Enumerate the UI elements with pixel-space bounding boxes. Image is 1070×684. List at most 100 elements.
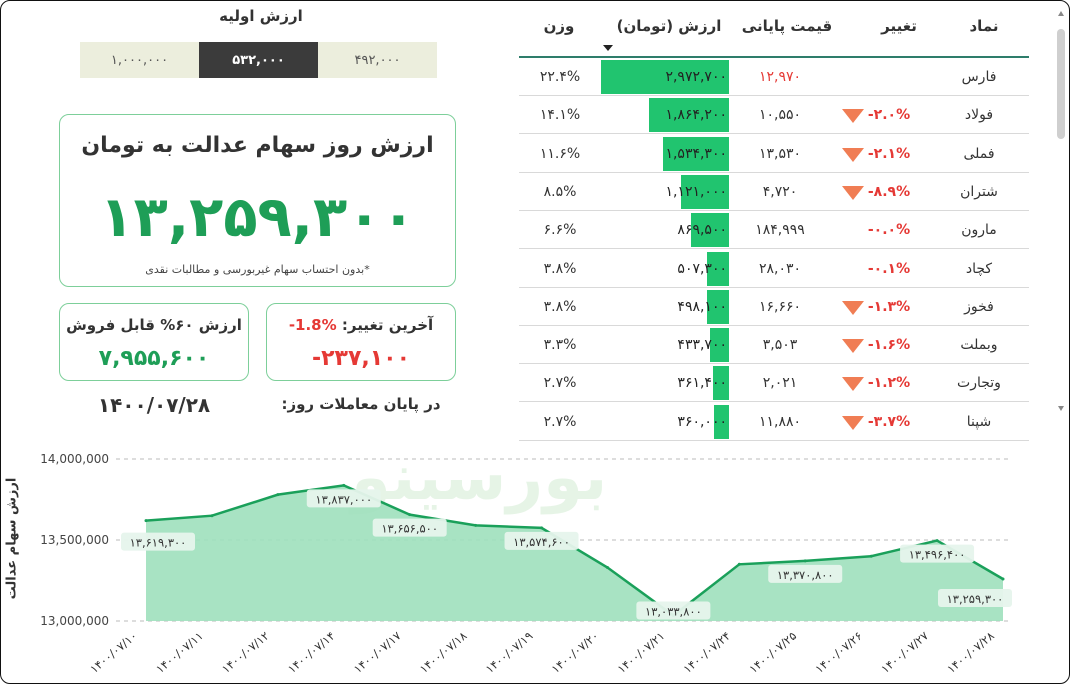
y-tick-label: 14,000,000 xyxy=(40,452,109,466)
table-row[interactable]: وبملت -۱.۶% ۳,۵۰۳ ۴۳۳,۷۰۰ ۳.۳% xyxy=(519,326,1029,365)
main-value-note: *بدون احتساب سهام غیربورسی و مطالبات نقد… xyxy=(145,263,370,276)
table-row[interactable]: فملی -۲.۱% ۱۳,۵۳۰ ۱,۵۳۴,۳۰۰ ۱۱.۶% xyxy=(519,135,1029,173)
sort-desc-icon[interactable] xyxy=(603,45,613,51)
data-label: ۱۳,۲۵۹,۳۰۰ xyxy=(947,592,1004,606)
cell-trend xyxy=(837,135,867,173)
value-bar xyxy=(681,174,729,209)
cell-change: -۲.۱% xyxy=(867,145,911,162)
cell-symbol: فولاد xyxy=(964,107,994,124)
trading-date-label: در پایان معاملات روز: xyxy=(281,395,441,413)
cell-change: -۲.۰% xyxy=(867,107,911,124)
data-point xyxy=(144,519,148,523)
cell-symbol: کچاد xyxy=(965,260,993,277)
cell-value-text: ۳۶۱,۴۰۰ xyxy=(677,375,727,392)
cell-value-text: ۸۶۹,۵۰۰ xyxy=(677,222,727,239)
cell-price: ۴,۷۲۰ xyxy=(762,183,798,200)
cell-price: ۲۸,۰۳۰ xyxy=(758,260,802,277)
cell-symbol: فخوز xyxy=(964,298,994,315)
cell-value: ۲,۹۷۲,۷۰۰ xyxy=(601,58,729,96)
table-row[interactable]: شپنا -۳.۷% ۱۱,۸۸۰ ۳۶۰,۰۰۰ ۲.۷% xyxy=(519,403,1029,441)
cell-price: ۱۶,۶۶۰ xyxy=(758,298,802,315)
table-row[interactable]: وتجارت -۱.۲% ۲,۰۲۱ ۳۶۱,۴۰۰ ۲.۷% xyxy=(519,364,1029,403)
cell-weight: ۳.۸% xyxy=(543,298,577,315)
cell-price: ۱۳,۵۳۰ xyxy=(758,145,802,162)
data-point xyxy=(540,526,544,530)
cell-price: ۲,۰۲۱ xyxy=(762,375,798,392)
x-tick-label: ۱۴۰۰/۰۷/۲۸ xyxy=(944,629,997,676)
table-row[interactable]: مارون -۰.۰% ۱۸۴,۹۹۹ ۸۶۹,۵۰۰ ۶.۶% xyxy=(519,211,1029,250)
cell-value-text: ۱,۵۳۴,۳۰۰ xyxy=(665,145,727,162)
cell-weight: ۱۱.۶% xyxy=(539,145,581,162)
data-label: ۱۳,۴۹۶,۴۰۰ xyxy=(909,548,966,562)
data-label-bg xyxy=(636,601,711,620)
cell-change xyxy=(849,58,929,96)
main-value-amount: ۱۳,۲۵۹,۳۰۰ xyxy=(99,185,416,250)
cell-value: ۵۰۷,۳۰۰ xyxy=(601,250,729,288)
value-bar xyxy=(710,328,729,363)
cell-value-text: ۱,۸۶۴,۲۰۰ xyxy=(665,107,727,124)
data-label: ۱۳,۶۵۶,۵۰۰ xyxy=(381,522,438,536)
data-label-bg xyxy=(938,588,1012,607)
cell-change: -۰.۰% xyxy=(867,222,911,239)
x-tick-label: ۱۴۰۰/۰۷/۱۹ xyxy=(483,629,536,676)
header-price[interactable]: قیمت پایانی xyxy=(741,17,833,35)
data-point xyxy=(935,539,939,543)
cell-trend xyxy=(837,364,867,402)
data-point xyxy=(869,554,873,558)
header-weight[interactable]: وزن xyxy=(543,17,575,35)
cell-trend xyxy=(837,403,867,441)
trading-date: ۱۴۰۰/۰۷/۲۸ xyxy=(97,393,211,417)
value-bar xyxy=(714,404,729,439)
last-change-percent: -1.8% xyxy=(288,316,337,334)
last-change-label: آخرین تغییر: xyxy=(341,316,434,334)
cell-value-text: ۴۹۸,۱۰۰ xyxy=(677,298,727,315)
data-point xyxy=(408,513,412,517)
down-arrow-icon xyxy=(842,415,864,430)
initial-value-option-532000[interactable]: ۵۳۲,۰۰۰ xyxy=(199,42,318,78)
down-arrow-icon xyxy=(842,147,864,162)
main-value-card: ارزش روز سهام عدالت به تومان ۱۳,۲۵۹,۳۰۰ … xyxy=(59,114,456,287)
table-row[interactable]: فارس ۱۲,۹۷۰ ۲,۹۷۲,۷۰۰ ۲۲.۴% xyxy=(519,58,1029,96)
cell-weight: ۳.۸% xyxy=(543,260,577,277)
cell-change: -۱.۶% xyxy=(867,337,911,354)
cell-symbol: فارس xyxy=(961,69,997,85)
cell-value: ۳۶۰,۰۰۰ xyxy=(601,403,729,441)
cell-value: ۴۹۸,۱۰۰ xyxy=(601,288,729,326)
scrollbar-thumb[interactable] xyxy=(1057,29,1065,139)
scroll-down-icon[interactable] xyxy=(1058,406,1064,411)
initial-value-option-492000[interactable]: ۴۹۲,۰۰۰ xyxy=(318,42,437,78)
data-label: ۱۳,۶۱۹,۳۰۰ xyxy=(130,536,187,550)
cell-trend xyxy=(837,96,867,134)
table-row[interactable]: شتران -۸.۹% ۴,۷۲۰ ۱,۱۲۱,۰۰۰ ۸.۵% xyxy=(519,173,1029,211)
x-tick-label: ۱۴۰۰/۰۷/۲۶ xyxy=(812,629,865,676)
x-tick-label: ۱۴۰۰/۰۷/۲۴ xyxy=(680,629,733,676)
header-symbol[interactable]: نماد xyxy=(969,17,999,35)
cell-weight: ۲.۷% xyxy=(543,375,577,392)
scroll-up-icon[interactable] xyxy=(1058,11,1064,16)
x-tick-label: ۱۴۰۰/۰۷/۱۴ xyxy=(285,629,338,676)
value-bar xyxy=(707,251,729,286)
table-row[interactable]: کچاد -۰.۱% ۲۸,۰۳۰ ۵۰۷,۳۰۰ ۳.۸% xyxy=(519,250,1029,288)
initial-value-option-1000000[interactable]: ۱,۰۰۰,۰۰۰ xyxy=(80,42,199,78)
y-tick-label: 13,500,000 xyxy=(40,533,109,547)
down-arrow-icon xyxy=(842,185,864,200)
cell-price: ۱۱,۸۸۰ xyxy=(758,413,802,430)
main-value-title: ارزش روز سهام عدالت به تومان xyxy=(81,133,434,158)
header-change[interactable]: تغییر xyxy=(881,17,917,35)
table-row[interactable]: فخوز -۱.۳% ۱۶,۶۶۰ ۴۹۸,۱۰۰ ۳.۸% xyxy=(519,288,1029,326)
cell-price: ۱۸۴,۹۹۹ xyxy=(755,222,805,239)
table-scrollbar[interactable] xyxy=(1056,9,1066,415)
x-tick-label: ۱۴۰۰/۰۷/۱۸ xyxy=(417,629,470,676)
header-value[interactable]: ارزش (تومان) xyxy=(616,17,722,35)
data-point xyxy=(276,493,280,497)
cell-symbol: شپنا xyxy=(966,413,992,430)
cell-symbol: شتران xyxy=(960,183,998,200)
data-label-bg xyxy=(121,532,195,551)
data-label-bg xyxy=(504,531,579,550)
cell-trend xyxy=(837,173,867,211)
cell-weight: ۲۲.۴% xyxy=(539,69,581,85)
x-tick-label: ۱۴۰۰/۰۷/۲۷ xyxy=(878,629,931,676)
data-label: ۱۳,۰۳۳,۸۰۰ xyxy=(645,605,702,619)
table-row[interactable]: فولاد -۲.۰% ۱۰,۵۵۰ ۱,۸۶۴,۲۰۰ ۱۴.۱% xyxy=(519,96,1029,135)
down-arrow-icon xyxy=(842,339,864,354)
